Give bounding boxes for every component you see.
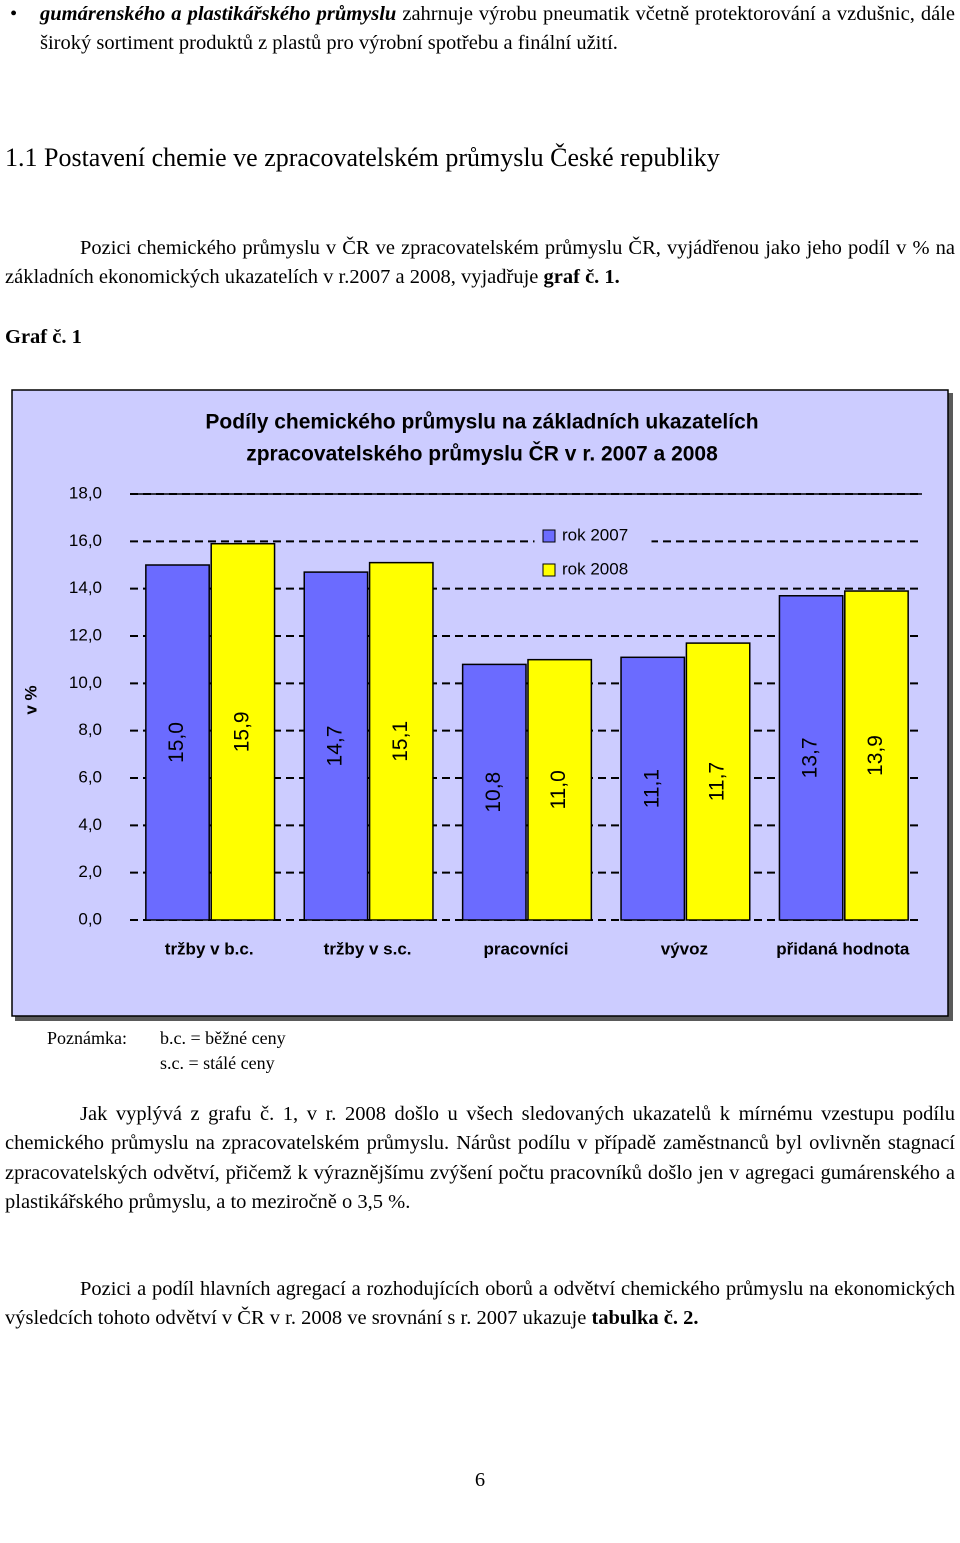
y-tick-label: 4,0 <box>78 815 102 834</box>
data-label: 15,0 <box>165 722 188 763</box>
heading: 1.1 Postavení chemie ve zpracovatelském … <box>5 143 720 172</box>
paragraph: Pozici chemického průmyslu v ČR ve zprac… <box>5 234 955 293</box>
data-label: 11,0 <box>547 770 570 809</box>
x-tick-label: přidaná hodnota <box>776 939 910 958</box>
y-tick-label: 8,0 <box>78 720 102 739</box>
bar <box>368 561 434 921</box>
note-label: Poznámka: <box>47 1028 127 1048</box>
bar <box>685 642 751 921</box>
legend-swatch <box>542 529 556 543</box>
emphasis: gumárenského a plastikářského průmyslu <box>40 3 397 25</box>
data-label: 13,7 <box>799 737 822 778</box>
chart-title: Podíly chemického průmyslu na základních… <box>205 411 758 434</box>
bar <box>210 542 276 921</box>
text: zahrnuje výrobu pneumatik včetně protekt… <box>40 3 955 55</box>
y-tick-label: 2,0 <box>78 862 102 881</box>
note-line: b.c. = běžné ceny <box>160 1028 286 1048</box>
chart-title: zpracovatelského průmyslu ČR v r. 2007 a… <box>246 442 718 466</box>
bar <box>145 564 210 921</box>
data-label: 15,1 <box>389 721 412 762</box>
bar <box>303 571 369 921</box>
paragraph: Pozici a podíl hlavních agregací a rozho… <box>5 1275 955 1334</box>
data-label: 13,9 <box>864 735 887 776</box>
bar <box>461 663 527 921</box>
data-label: 14,7 <box>323 726 346 767</box>
paragraph: Jak vyplývá z grafu č. 1, v r. 2008 došl… <box>5 1103 955 1213</box>
bar <box>844 590 909 921</box>
emphasis: graf č. 1. <box>543 266 620 289</box>
legend-label: rok 2007 <box>562 525 628 544</box>
y-tick-label: 16,0 <box>69 531 102 550</box>
text: Pozici chemického průmyslu v ČR ve zprac… <box>5 237 955 289</box>
legend-swatch <box>542 563 556 577</box>
page-number: 6 <box>474 1469 486 1491</box>
data-label: 11,1 <box>640 769 663 808</box>
bar <box>620 656 686 921</box>
data-label: 15,9 <box>230 711 253 752</box>
data-label: 11,7 <box>706 762 729 801</box>
y-tick-label: 0,0 <box>78 909 102 928</box>
y-tick-label: 12,0 <box>69 625 102 644</box>
chart: Podíly chemického průmyslu na základních… <box>11 389 953 1021</box>
y-tick-label: 18,0 <box>69 483 102 502</box>
emphasis: tabulka č. 2. <box>591 1307 699 1330</box>
x-tick-label: tržby v b.c. <box>165 939 254 958</box>
x-tick-label: pracovníci <box>483 939 568 958</box>
y-axis-label: v % <box>21 685 40 714</box>
y-tick-label: 10,0 <box>69 673 102 692</box>
figure-label: Graf č. 1 <box>5 326 82 348</box>
y-tick-label: 6,0 <box>78 767 102 786</box>
bar <box>527 658 593 921</box>
y-tick-label: 14,0 <box>69 578 102 597</box>
note-line: s.c. = stálé ceny <box>160 1053 275 1073</box>
x-tick-label: tržby v s.c. <box>324 939 412 958</box>
legend-label: rok 2008 <box>562 559 628 578</box>
bullet-paragraph: • gumárenského a plastikářského průmyslu … <box>10 0 955 59</box>
bullet: • <box>10 3 18 25</box>
text: Pozici a podíl hlavních agregací a rozho… <box>5 1278 955 1330</box>
bar <box>778 595 844 921</box>
data-label: 10,8 <box>482 772 505 813</box>
x-tick-label: vývoz <box>661 939 708 958</box>
